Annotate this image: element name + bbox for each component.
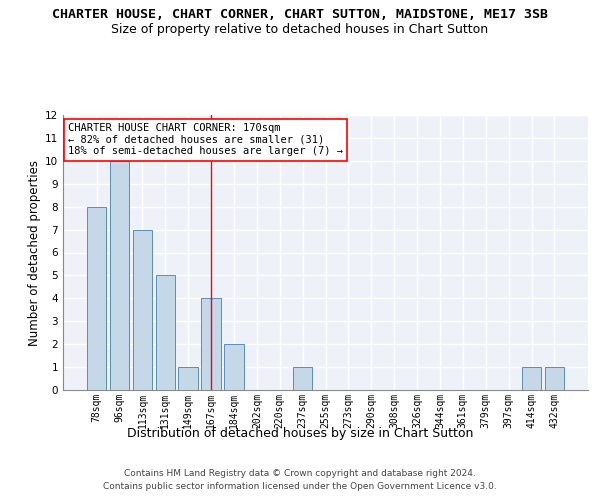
Bar bbox=[133, 230, 152, 390]
Text: Contains public sector information licensed under the Open Government Licence v3: Contains public sector information licen… bbox=[103, 482, 497, 491]
Bar bbox=[224, 344, 244, 390]
Text: CHARTER HOUSE, CHART CORNER, CHART SUTTON, MAIDSTONE, ME17 3SB: CHARTER HOUSE, CHART CORNER, CHART SUTTO… bbox=[52, 8, 548, 20]
Bar bbox=[545, 367, 564, 390]
Text: CHARTER HOUSE CHART CORNER: 170sqm
← 82% of detached houses are smaller (31)
18%: CHARTER HOUSE CHART CORNER: 170sqm ← 82%… bbox=[68, 123, 343, 156]
Bar bbox=[178, 367, 198, 390]
Bar bbox=[155, 276, 175, 390]
Bar bbox=[522, 367, 541, 390]
Y-axis label: Number of detached properties: Number of detached properties bbox=[28, 160, 41, 346]
Bar bbox=[87, 206, 106, 390]
Bar bbox=[110, 161, 129, 390]
Bar bbox=[293, 367, 313, 390]
Bar bbox=[202, 298, 221, 390]
Text: Distribution of detached houses by size in Chart Sutton: Distribution of detached houses by size … bbox=[127, 428, 473, 440]
Text: Size of property relative to detached houses in Chart Sutton: Size of property relative to detached ho… bbox=[112, 22, 488, 36]
Text: Contains HM Land Registry data © Crown copyright and database right 2024.: Contains HM Land Registry data © Crown c… bbox=[124, 469, 476, 478]
